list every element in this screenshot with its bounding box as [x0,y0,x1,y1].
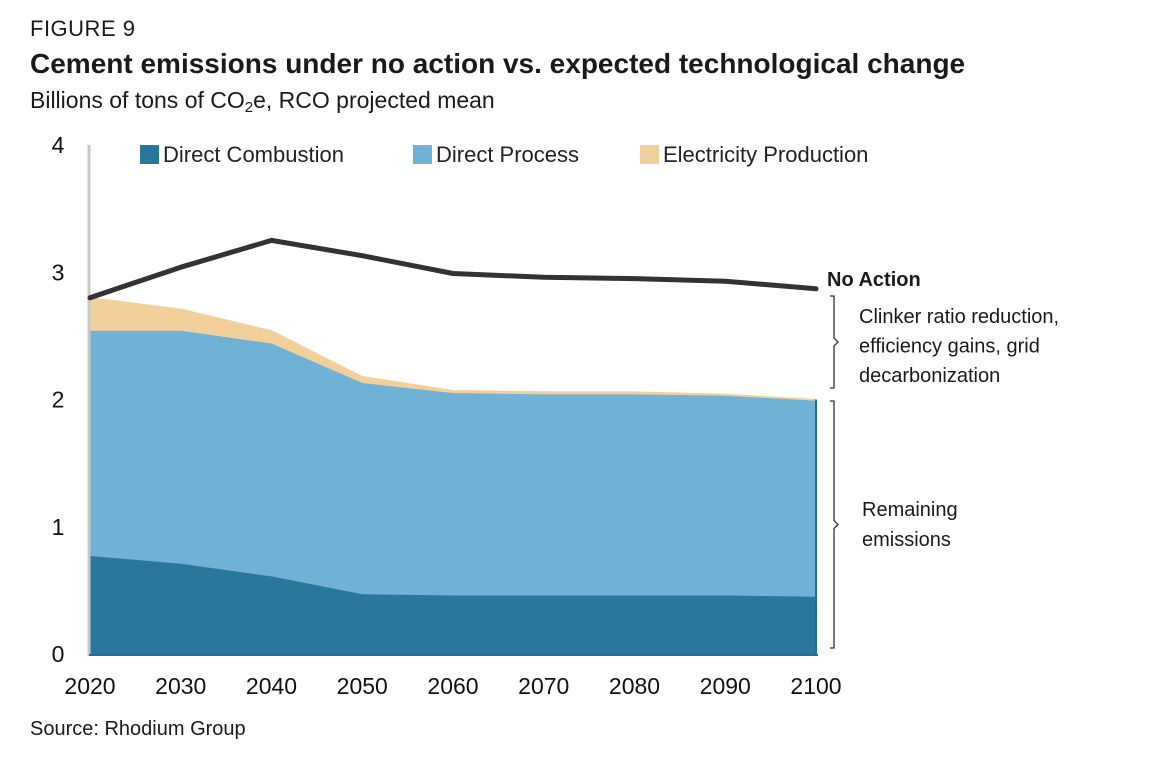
direct-combustion-area [90,556,816,654]
x-tick-label: 2100 [790,673,841,699]
direct-process-area [90,330,816,597]
annotations: No Action Clinker ratio reduction, efficie… [827,269,1059,649]
x-tick-label: 2020 [64,673,115,699]
gap-label-line: decarbonization [859,365,1000,387]
legend-electricity-production-swatch [640,145,659,164]
no-action-line [87,237,819,301]
area-layers [89,297,817,654]
electricity-production-area-edge [89,297,817,401]
x-tick-label: 2090 [700,673,751,699]
x-tick-label: 2060 [427,673,478,699]
y-tick-label: 4 [52,132,65,158]
legend-direct-process-swatch [413,145,432,164]
x-tick-label: 2030 [155,673,206,699]
legend-direct-process-label: Direct Process [436,142,579,167]
remaining-label-line: Remaining [862,499,958,521]
y-tick-label: 3 [52,259,65,285]
y-tick-label: 1 [52,514,65,540]
subtitle-suffix: e, RCO projected mean [253,87,495,113]
legend-direct-combustion-label: Direct Combustion [163,142,344,167]
electricity-production-area [90,297,816,401]
x-tick-label: 2040 [246,673,297,699]
legend-electricity-production-label: Electricity Production [663,142,868,167]
legend-direct-combustion-swatch [140,145,159,164]
chart-title: Cement emissions under no action vs. exp… [30,48,966,79]
y-tick-label: 0 [52,641,65,667]
x-tick-label: 2050 [337,673,388,699]
gap-bracket [830,295,839,389]
no-action-label: No Action [827,269,921,291]
gap-label-line: Clinker ratio reduction, [859,306,1059,328]
figure-label: FIGURE 9 [30,16,136,41]
x-tick-label: 2070 [518,673,569,699]
gap-label-line: efficiency gains, grid [859,336,1040,358]
remaining-bracket [830,400,839,649]
axes: 0 1 2 3 4 2020 2030 2040 2050 2060 2070 2080 2090 210… [52,132,842,699]
remaining-label-line: emissions [862,529,951,551]
subtitle-subscript: 2 [244,99,254,116]
subtitle-prefix: Billions of tons of CO [30,87,245,113]
y-tick-label: 2 [52,387,65,413]
x-tick-label: 2080 [609,673,660,699]
source-note: Source: Rhodium Group [30,718,246,740]
legend: Direct Combustion Direct Process Electrici… [140,142,868,167]
chart-subtitle: Billions of tons of CO2e, RCO projected … [30,87,495,116]
no-action-line-layer [87,237,819,301]
